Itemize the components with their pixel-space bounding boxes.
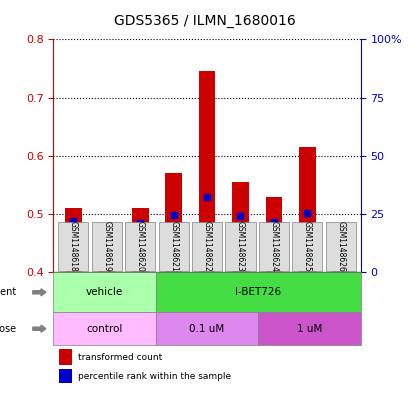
Text: GSM1148621: GSM1148621 (169, 221, 178, 272)
Bar (332, 266, 348, 272)
Bar (65, 208, 81, 272)
Bar (59, 349, 72, 365)
Text: GSM1148624: GSM1148624 (269, 221, 278, 272)
Text: GSM1148623: GSM1148623 (236, 221, 244, 272)
Bar (165, 173, 182, 272)
Text: GSM1148618: GSM1148618 (69, 221, 78, 272)
Text: dose: dose (0, 324, 16, 334)
FancyBboxPatch shape (258, 222, 288, 271)
Text: agent: agent (0, 287, 16, 298)
Text: I-BET726: I-BET726 (235, 287, 281, 298)
Text: 1 uM: 1 uM (296, 324, 321, 334)
Bar (59, 369, 72, 383)
Text: GSM1148620: GSM1148620 (135, 221, 144, 272)
FancyBboxPatch shape (158, 222, 188, 271)
Text: GSM1148619: GSM1148619 (102, 221, 111, 272)
FancyBboxPatch shape (292, 222, 321, 271)
FancyBboxPatch shape (225, 222, 255, 271)
Bar (98, 269, 115, 272)
FancyBboxPatch shape (125, 222, 155, 271)
Bar (132, 208, 148, 272)
Text: control: control (86, 324, 122, 334)
FancyBboxPatch shape (325, 222, 355, 271)
FancyBboxPatch shape (92, 222, 121, 271)
Bar (298, 147, 315, 272)
Bar (265, 196, 281, 272)
Text: vehicle: vehicle (86, 287, 123, 298)
Text: GDS5365 / ILMN_1680016: GDS5365 / ILMN_1680016 (114, 13, 295, 28)
Bar (198, 72, 215, 272)
Text: 0.1 uM: 0.1 uM (189, 324, 224, 334)
Text: transformed count: transformed count (78, 353, 162, 362)
Text: GSM1148622: GSM1148622 (202, 221, 211, 272)
Bar (231, 182, 248, 272)
Text: GSM1148625: GSM1148625 (302, 221, 311, 272)
FancyBboxPatch shape (58, 222, 88, 271)
Text: GSM1148626: GSM1148626 (335, 221, 344, 272)
Text: percentile rank within the sample: percentile rank within the sample (78, 372, 230, 381)
FancyBboxPatch shape (191, 222, 222, 271)
